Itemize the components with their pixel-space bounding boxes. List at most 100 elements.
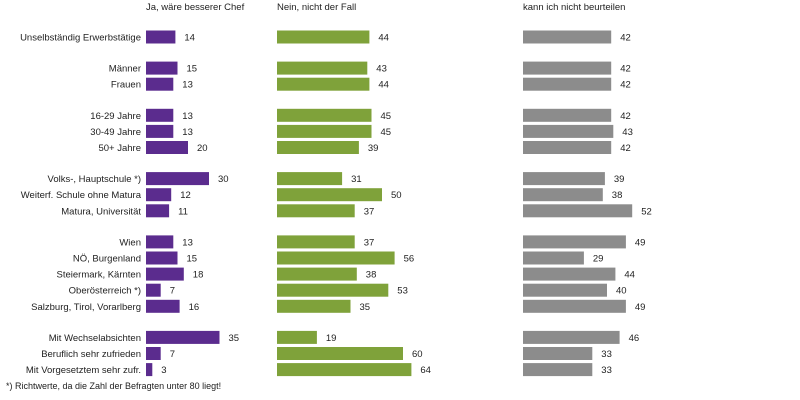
value-label: 33: [601, 349, 612, 360]
value-label: 49: [635, 302, 646, 313]
value-label: 7: [170, 349, 175, 360]
value-label: 7: [170, 286, 175, 297]
bar: [277, 204, 355, 218]
value-label: 39: [614, 174, 625, 185]
category-label: Beruflich sehr zufrieden: [41, 349, 141, 360]
bar: [146, 30, 176, 44]
bar: [523, 235, 626, 249]
bar: [523, 77, 612, 91]
bar: [277, 251, 395, 265]
bar: [146, 204, 170, 218]
bar: [146, 124, 174, 138]
value-label: 13: [182, 237, 193, 248]
value-label: 12: [180, 190, 191, 201]
value-label: 44: [378, 80, 389, 91]
value-label: 43: [376, 64, 387, 75]
category-label: 50+ Jahre: [98, 143, 141, 154]
bar: [523, 283, 607, 297]
value-label: 16: [189, 302, 200, 313]
value-label: 11: [178, 206, 188, 217]
value-label: 64: [420, 365, 431, 376]
category-label: NÖ, Burgenland: [73, 254, 141, 265]
value-label: 33: [601, 365, 612, 376]
bar: [523, 30, 612, 44]
value-label: 30: [218, 174, 229, 185]
value-label: 14: [184, 33, 195, 44]
bar: [277, 61, 368, 75]
bar: [523, 108, 612, 122]
value-label: 43: [622, 127, 633, 138]
bar: [146, 363, 153, 377]
value-label: 37: [364, 206, 375, 217]
bar: [277, 235, 355, 249]
bar: [146, 330, 220, 344]
bar: [277, 77, 370, 91]
panel-header: Ja, wäre besserer Chef: [146, 2, 245, 13]
bar: [523, 330, 620, 344]
value-label: 42: [620, 80, 631, 91]
value-label: 42: [620, 143, 631, 154]
bar: [523, 363, 593, 377]
category-label: 16-29 Jahre: [90, 111, 141, 122]
bar: [523, 141, 612, 154]
bar: [523, 267, 616, 281]
bar: [277, 124, 372, 138]
bar: [146, 283, 161, 297]
value-label: 56: [404, 254, 415, 265]
value-label: 45: [381, 111, 392, 122]
value-label: 49: [635, 237, 646, 248]
bar: [523, 299, 626, 313]
bar: [523, 124, 614, 138]
value-label: 38: [612, 190, 623, 201]
bar: [523, 204, 633, 218]
bar: [277, 172, 343, 186]
value-label: 20: [197, 143, 208, 154]
value-label: 60: [412, 349, 423, 360]
bar: [277, 30, 370, 44]
bar: [277, 330, 317, 344]
bar: [277, 363, 412, 377]
bar: [277, 347, 403, 360]
category-label: Unselbständig Erwerbstätige: [20, 33, 141, 44]
value-label: 40: [616, 286, 627, 297]
bar: [523, 61, 612, 75]
category-label: Steiermark, Kärnten: [57, 270, 141, 281]
bar: [146, 141, 188, 154]
bar: [277, 141, 359, 154]
value-label: 46: [629, 333, 640, 344]
bar: [146, 347, 161, 360]
value-label: 52: [641, 206, 652, 217]
value-label: 45: [381, 127, 392, 138]
bar: [146, 299, 180, 313]
category-label: Oberösterreich *): [69, 286, 141, 297]
value-label: 35: [360, 302, 371, 313]
category-label: Salzburg, Tirol, Vorarlberg: [31, 302, 141, 313]
value-label: 13: [182, 111, 193, 122]
bar: [146, 267, 184, 281]
value-label: 53: [397, 286, 408, 297]
category-label: Weiterf. Schule ohne Matura: [21, 190, 142, 201]
bar: [146, 235, 174, 249]
value-label: 39: [368, 143, 379, 154]
category-label: 30-49 Jahre: [90, 127, 141, 138]
bar: [146, 108, 174, 122]
value-label: 29: [593, 254, 604, 265]
value-label: 19: [326, 333, 337, 344]
value-label: 13: [182, 127, 193, 138]
bar: [146, 188, 172, 202]
value-label: 44: [378, 33, 389, 44]
value-label: 18: [193, 270, 204, 281]
value-label: 15: [187, 254, 198, 265]
bar: [146, 251, 178, 265]
panel-header: kann ich nicht beurteilen: [523, 2, 625, 13]
value-label: 38: [366, 270, 377, 281]
value-label: 50: [391, 190, 402, 201]
category-label: Mit Wechselabsichten: [49, 333, 141, 344]
value-label: 42: [620, 33, 631, 44]
value-label: 42: [620, 64, 631, 75]
category-label: Volks-, Hauptschule *): [48, 174, 141, 185]
bar: [277, 267, 357, 281]
value-label: 44: [624, 270, 635, 281]
value-label: 31: [351, 174, 362, 185]
